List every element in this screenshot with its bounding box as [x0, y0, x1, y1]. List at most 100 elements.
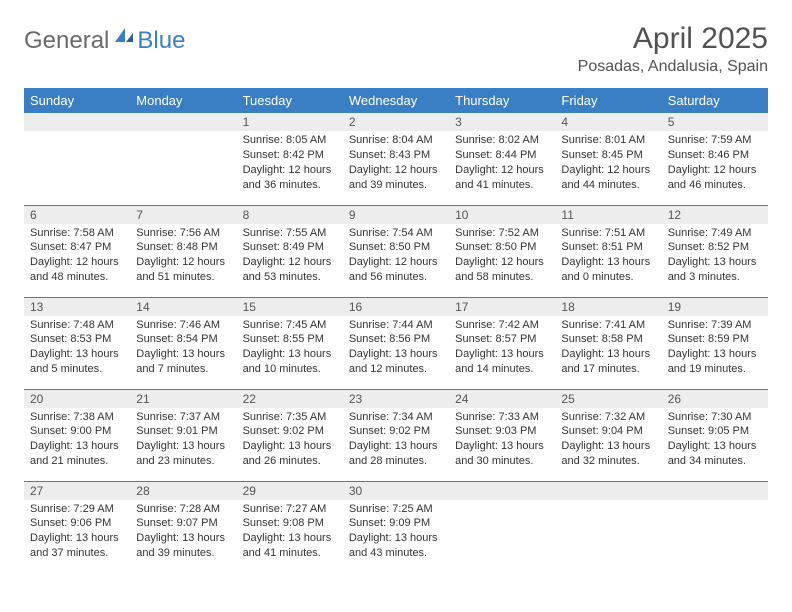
calendar-cell: 6Sunrise: 7:58 AMSunset: 8:47 PMDaylight…: [24, 205, 130, 297]
day-number: 18: [555, 298, 661, 316]
day-details: [130, 131, 236, 191]
weekday-header: Tuesday: [237, 88, 343, 113]
calendar-week-row: 20Sunrise: 7:38 AMSunset: 9:00 PMDayligh…: [24, 389, 768, 481]
day-details: Sunrise: 7:51 AMSunset: 8:51 PMDaylight:…: [555, 224, 661, 289]
day-number: 17: [449, 298, 555, 316]
title-block: April 2025 Posadas, Andalusia, Spain: [578, 22, 768, 76]
day-details: Sunrise: 7:27 AMSunset: 9:08 PMDaylight:…: [237, 500, 343, 565]
day-details: Sunrise: 8:01 AMSunset: 8:45 PMDaylight:…: [555, 131, 661, 196]
day-details: Sunrise: 7:35 AMSunset: 9:02 PMDaylight:…: [237, 408, 343, 473]
calendar-cell: 27Sunrise: 7:29 AMSunset: 9:06 PMDayligh…: [24, 481, 130, 573]
calendar-cell: 22Sunrise: 7:35 AMSunset: 9:02 PMDayligh…: [237, 389, 343, 481]
day-number: 25: [555, 390, 661, 408]
day-details: Sunrise: 7:29 AMSunset: 9:06 PMDaylight:…: [24, 500, 130, 565]
day-number: 3: [449, 113, 555, 131]
calendar-table: Sunday Monday Tuesday Wednesday Thursday…: [24, 88, 768, 573]
calendar-cell: 25Sunrise: 7:32 AMSunset: 9:04 PMDayligh…: [555, 389, 661, 481]
day-number: 4: [555, 113, 661, 131]
weekday-header: Wednesday: [343, 88, 449, 113]
day-number: 13: [24, 298, 130, 316]
day-number: [449, 482, 555, 500]
day-details: Sunrise: 7:41 AMSunset: 8:58 PMDaylight:…: [555, 316, 661, 381]
calendar-cell: 28Sunrise: 7:28 AMSunset: 9:07 PMDayligh…: [130, 481, 236, 573]
day-details: Sunrise: 7:42 AMSunset: 8:57 PMDaylight:…: [449, 316, 555, 381]
day-details: Sunrise: 7:48 AMSunset: 8:53 PMDaylight:…: [24, 316, 130, 381]
day-number: 20: [24, 390, 130, 408]
calendar-cell: 8Sunrise: 7:55 AMSunset: 8:49 PMDaylight…: [237, 205, 343, 297]
day-number: 30: [343, 482, 449, 500]
day-details: Sunrise: 7:28 AMSunset: 9:07 PMDaylight:…: [130, 500, 236, 565]
day-details: Sunrise: 7:32 AMSunset: 9:04 PMDaylight:…: [555, 408, 661, 473]
weekday-header: Thursday: [449, 88, 555, 113]
calendar-cell: [662, 481, 768, 573]
day-number: [130, 113, 236, 131]
day-details: Sunrise: 8:04 AMSunset: 8:43 PMDaylight:…: [343, 131, 449, 196]
day-number: 27: [24, 482, 130, 500]
calendar-cell: 24Sunrise: 7:33 AMSunset: 9:03 PMDayligh…: [449, 389, 555, 481]
calendar-cell: [555, 481, 661, 573]
calendar-week-row: 6Sunrise: 7:58 AMSunset: 8:47 PMDaylight…: [24, 205, 768, 297]
day-details: Sunrise: 7:37 AMSunset: 9:01 PMDaylight:…: [130, 408, 236, 473]
calendar-cell: 10Sunrise: 7:52 AMSunset: 8:50 PMDayligh…: [449, 205, 555, 297]
day-number: 21: [130, 390, 236, 408]
calendar-cell: 2Sunrise: 8:04 AMSunset: 8:43 PMDaylight…: [343, 113, 449, 205]
day-number: 29: [237, 482, 343, 500]
day-number: [662, 482, 768, 500]
day-details: Sunrise: 7:44 AMSunset: 8:56 PMDaylight:…: [343, 316, 449, 381]
day-details: Sunrise: 7:30 AMSunset: 9:05 PMDaylight:…: [662, 408, 768, 473]
calendar-cell: [24, 113, 130, 205]
day-details: [24, 131, 130, 191]
day-details: [449, 500, 555, 560]
day-details: Sunrise: 7:33 AMSunset: 9:03 PMDaylight:…: [449, 408, 555, 473]
day-details: Sunrise: 7:38 AMSunset: 9:00 PMDaylight:…: [24, 408, 130, 473]
day-details: Sunrise: 7:25 AMSunset: 9:09 PMDaylight:…: [343, 500, 449, 565]
day-details: Sunrise: 7:56 AMSunset: 8:48 PMDaylight:…: [130, 224, 236, 289]
calendar-cell: 7Sunrise: 7:56 AMSunset: 8:48 PMDaylight…: [130, 205, 236, 297]
calendar-cell: 29Sunrise: 7:27 AMSunset: 9:08 PMDayligh…: [237, 481, 343, 573]
calendar-cell: 9Sunrise: 7:54 AMSunset: 8:50 PMDaylight…: [343, 205, 449, 297]
day-details: Sunrise: 7:55 AMSunset: 8:49 PMDaylight:…: [237, 224, 343, 289]
calendar-cell: 12Sunrise: 7:49 AMSunset: 8:52 PMDayligh…: [662, 205, 768, 297]
day-number: 12: [662, 206, 768, 224]
day-number: 11: [555, 206, 661, 224]
calendar-cell: 1Sunrise: 8:05 AMSunset: 8:42 PMDaylight…: [237, 113, 343, 205]
calendar-week-row: 1Sunrise: 8:05 AMSunset: 8:42 PMDaylight…: [24, 113, 768, 205]
calendar-week-row: 13Sunrise: 7:48 AMSunset: 8:53 PMDayligh…: [24, 297, 768, 389]
calendar-cell: 13Sunrise: 7:48 AMSunset: 8:53 PMDayligh…: [24, 297, 130, 389]
calendar-cell: 21Sunrise: 7:37 AMSunset: 9:01 PMDayligh…: [130, 389, 236, 481]
header: General Blue April 2025 Posadas, Andalus…: [24, 22, 768, 76]
day-number: 6: [24, 206, 130, 224]
calendar-cell: 11Sunrise: 7:51 AMSunset: 8:51 PMDayligh…: [555, 205, 661, 297]
day-details: Sunrise: 7:46 AMSunset: 8:54 PMDaylight:…: [130, 316, 236, 381]
day-number: [24, 113, 130, 131]
calendar-cell: 3Sunrise: 8:02 AMSunset: 8:44 PMDaylight…: [449, 113, 555, 205]
day-number: 9: [343, 206, 449, 224]
day-number: 2: [343, 113, 449, 131]
calendar-cell: 30Sunrise: 7:25 AMSunset: 9:09 PMDayligh…: [343, 481, 449, 573]
weekday-header: Friday: [555, 88, 661, 113]
day-number: 16: [343, 298, 449, 316]
day-number: 7: [130, 206, 236, 224]
day-number: 8: [237, 206, 343, 224]
brand-part2: Blue: [137, 27, 185, 55]
day-number: 5: [662, 113, 768, 131]
day-details: Sunrise: 7:52 AMSunset: 8:50 PMDaylight:…: [449, 224, 555, 289]
day-details: Sunrise: 7:39 AMSunset: 8:59 PMDaylight:…: [662, 316, 768, 381]
sail-icon: [113, 26, 135, 49]
day-details: Sunrise: 7:58 AMSunset: 8:47 PMDaylight:…: [24, 224, 130, 289]
day-details: Sunrise: 7:34 AMSunset: 9:02 PMDaylight:…: [343, 408, 449, 473]
day-details: Sunrise: 8:02 AMSunset: 8:44 PMDaylight:…: [449, 131, 555, 196]
day-number: 10: [449, 206, 555, 224]
day-number: 19: [662, 298, 768, 316]
day-details: [555, 500, 661, 560]
day-number: 15: [237, 298, 343, 316]
day-number: 22: [237, 390, 343, 408]
calendar-cell: 17Sunrise: 7:42 AMSunset: 8:57 PMDayligh…: [449, 297, 555, 389]
calendar-cell: 16Sunrise: 7:44 AMSunset: 8:56 PMDayligh…: [343, 297, 449, 389]
calendar-cell: 19Sunrise: 7:39 AMSunset: 8:59 PMDayligh…: [662, 297, 768, 389]
calendar-cell: 14Sunrise: 7:46 AMSunset: 8:54 PMDayligh…: [130, 297, 236, 389]
weekday-header: Saturday: [662, 88, 768, 113]
calendar-cell: 20Sunrise: 7:38 AMSunset: 9:00 PMDayligh…: [24, 389, 130, 481]
brand-logo: General Blue: [24, 26, 185, 55]
weekday-header-row: Sunday Monday Tuesday Wednesday Thursday…: [24, 88, 768, 113]
